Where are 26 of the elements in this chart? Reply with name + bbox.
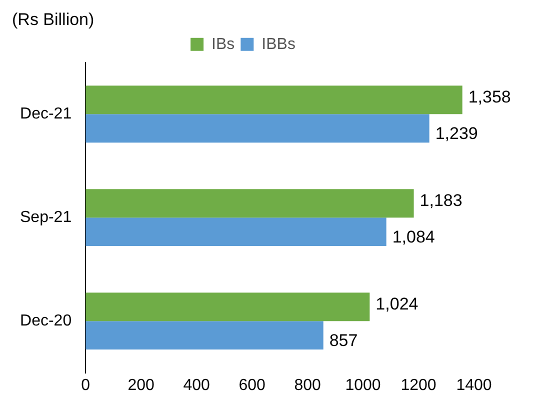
bar [86,189,414,218]
bar [86,86,462,114]
x-tick-label: 1000 [345,376,381,394]
x-tick-label: 400 [183,376,210,394]
y-tick-label: Sep-21 [20,209,72,226]
y-tick-label: Dec-21 [20,106,72,123]
bar [86,321,324,350]
legend-label: IBs [212,36,235,53]
x-tick-label: 1400 [456,376,492,394]
bar [86,114,430,143]
data-label: 857 [329,330,358,350]
chart-title: (Rs Billion) [12,10,94,29]
bar [86,218,386,246]
x-tick-label: 1200 [400,376,436,394]
data-label: 1,358 [468,88,511,107]
x-tick-label: 600 [238,376,266,394]
y-tick-label: Dec-20 [20,312,72,330]
data-label: 1,084 [392,228,435,247]
data-label: 1,024 [376,294,418,314]
x-tick-label: 0 [81,376,90,394]
x-tick-label: 200 [128,376,155,394]
data-label: 1,183 [420,191,462,210]
data-label: 1,239 [435,124,478,144]
legend-label: IBBs [262,36,296,53]
x-tick-label: 800 [294,376,321,394]
bar [86,292,370,322]
